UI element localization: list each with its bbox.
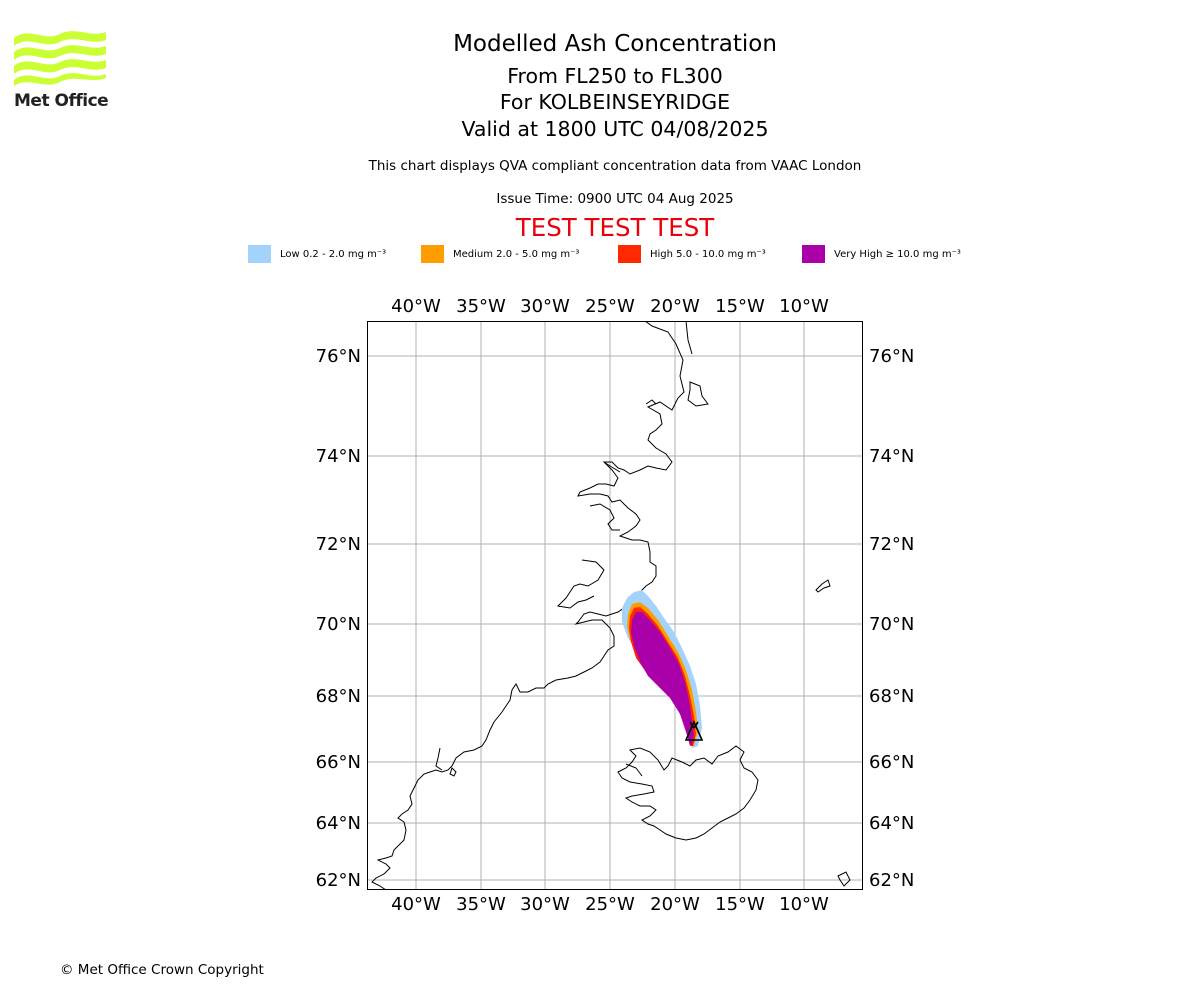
lat-label: 68°N bbox=[316, 686, 361, 707]
greenland-coast bbox=[371, 321, 685, 890]
lat-label: 72°N bbox=[316, 534, 361, 555]
lon-label: 20°W bbox=[650, 296, 700, 317]
lon-label: 40°W bbox=[391, 894, 441, 915]
logo-text: Met Office bbox=[14, 91, 109, 111]
chart-description: This chart displays QVA compliant concen… bbox=[368, 158, 862, 174]
lat-label: 64°N bbox=[316, 813, 361, 834]
valid-time: Valid at 1800 UTC 04/08/2025 bbox=[461, 117, 769, 141]
lat-labels-left: 76°N 74°N 72°N 70°N 68°N 66°N 64°N 62°N bbox=[316, 346, 361, 891]
lon-label: 35°W bbox=[456, 296, 506, 317]
legend-label-very-high: Very High ≥ 10.0 mg m⁻³ bbox=[834, 248, 961, 260]
iceland-coast bbox=[617, 745, 759, 841]
lat-label: 68°N bbox=[869, 686, 914, 707]
plume-very-high bbox=[631, 612, 694, 745]
lat-label: 76°N bbox=[316, 346, 361, 367]
location: For KOLBEINSEYRIDGE bbox=[499, 90, 731, 114]
legend-swatch-high bbox=[618, 245, 641, 263]
lat-label: 66°N bbox=[316, 752, 361, 773]
flight-levels: From FL250 to FL300 bbox=[507, 64, 723, 88]
chart-title: Modelled Ash Concentration bbox=[453, 31, 777, 57]
legend-label-low: Low 0.2 - 2.0 mg m⁻³ bbox=[280, 248, 387, 260]
lat-label: 76°N bbox=[869, 346, 914, 367]
lat-label: 74°N bbox=[869, 446, 914, 467]
legend-medium: Medium 2.0 - 5.0 mg m⁻³ bbox=[421, 244, 579, 264]
map-frame bbox=[367, 321, 863, 890]
copyright: © Met Office Crown Copyright bbox=[60, 962, 264, 978]
lat-labels-right: 76°N 74°N 72°N 70°N 68°N 66°N 64°N 62°N bbox=[869, 346, 914, 891]
map-gridlines bbox=[367, 321, 863, 890]
legend-swatch-low bbox=[248, 245, 271, 263]
legend-high: High 5.0 - 10.0 mg m⁻³ bbox=[618, 244, 766, 264]
issue-time: Issue Time: 0900 UTC 04 Aug 2025 bbox=[496, 191, 734, 207]
lat-label: 74°N bbox=[316, 446, 361, 467]
lat-label: 62°N bbox=[869, 870, 914, 891]
lon-label: 10°W bbox=[779, 894, 829, 915]
lon-label: 15°W bbox=[715, 894, 765, 915]
legend-label-high: High 5.0 - 10.0 mg m⁻³ bbox=[650, 248, 766, 260]
lat-label: 66°N bbox=[869, 752, 914, 773]
lat-label: 64°N bbox=[869, 813, 914, 834]
met-office-waves-icon bbox=[14, 31, 106, 86]
legend-label-medium: Medium 2.0 - 5.0 mg m⁻³ bbox=[453, 248, 580, 260]
legend-swatch-very-high bbox=[802, 245, 825, 263]
lat-label: 62°N bbox=[316, 870, 361, 891]
lon-label: 25°W bbox=[585, 894, 635, 915]
lat-label: 72°N bbox=[869, 534, 914, 555]
lon-label: 15°W bbox=[715, 296, 765, 317]
ash-plume bbox=[622, 590, 702, 748]
met-office-logo: Met Office bbox=[14, 28, 109, 112]
lat-label: 70°N bbox=[869, 614, 914, 635]
lat-label: 70°N bbox=[316, 614, 361, 635]
lon-label: 30°W bbox=[520, 894, 570, 915]
lon-label: 35°W bbox=[456, 894, 506, 915]
lon-labels-bottom: 40°W 35°W 30°W 25°W 20°W 15°W 10°W bbox=[391, 894, 829, 915]
legend-very-high: Very High ≥ 10.0 mg m⁻³ bbox=[802, 244, 961, 264]
volcano-marker-icon bbox=[684, 720, 704, 741]
jan-mayen bbox=[815, 579, 831, 593]
lon-label: 20°W bbox=[650, 894, 700, 915]
lon-label: 10°W bbox=[779, 296, 829, 317]
legend-swatch-medium bbox=[421, 245, 444, 263]
test-banner: TEST TEST TEST bbox=[515, 213, 715, 242]
lon-label: 40°W bbox=[391, 296, 441, 317]
lon-labels-top: 40°W 35°W 30°W 25°W 20°W 15°W 10°W bbox=[391, 296, 829, 317]
legend-low: Low 0.2 - 2.0 mg m⁻³ bbox=[248, 244, 386, 264]
lon-label: 25°W bbox=[585, 296, 635, 317]
coastlines bbox=[371, 321, 851, 890]
lon-label: 30°W bbox=[520, 296, 570, 317]
